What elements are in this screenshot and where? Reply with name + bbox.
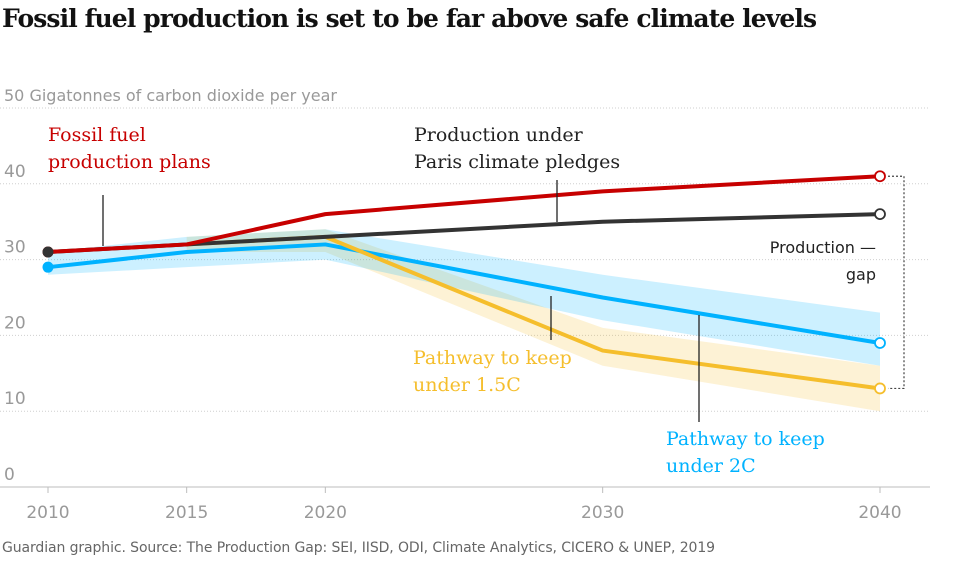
annotation-4-line-0: Production — xyxy=(770,238,876,257)
annotation-0-line-0: Fossil fuel xyxy=(48,124,146,146)
end-point-series-3 xyxy=(874,337,886,349)
x-tick-label-1: 2015 xyxy=(165,503,208,523)
x-tick-label-3: 2030 xyxy=(581,503,624,523)
x-tick-label-0: 2010 xyxy=(26,503,69,523)
line-series-0 xyxy=(46,174,882,255)
end-point-series-1 xyxy=(874,208,886,221)
line-series-3 xyxy=(46,242,882,345)
annotation-2-line-1: under 1.5C xyxy=(413,374,521,396)
annotation-4-line-1: gap xyxy=(846,265,876,284)
production-gap-bracket xyxy=(888,175,905,390)
y-tick-label-4: 40 xyxy=(4,162,26,182)
annotation-1-line-1: Paris climate pledges xyxy=(414,151,620,173)
end-point-series-2 xyxy=(874,382,886,395)
annotations: Fossil fuel production plans Production un… xyxy=(48,124,905,477)
y-tick-label-2: 20 xyxy=(4,313,26,333)
annotation-3-line-1: under 2C xyxy=(666,455,756,477)
y-tick-label-0: 0 xyxy=(4,465,15,485)
series-markers xyxy=(42,170,886,395)
chart-title: Fossil fuel production is set to be far … xyxy=(2,4,817,33)
x-tick-label-2: 2020 xyxy=(304,503,347,523)
series-lines xyxy=(46,174,882,391)
annotation-0-line-1: production plans xyxy=(48,151,211,173)
y-tick-label-5: 50 Gigatonnes of carbon dioxide per year xyxy=(4,86,337,105)
annotation-3-line-0: Pathway to keep xyxy=(666,428,825,450)
source-note: Guardian graphic. Source: The Production… xyxy=(2,540,715,556)
annotation-2-line-0: Pathway to keep xyxy=(413,347,572,369)
x-tick-label-4: 2040 xyxy=(858,503,901,523)
start-point-series-1 xyxy=(42,246,54,258)
band-series-3 xyxy=(48,229,880,366)
end-point-series-0 xyxy=(874,170,886,183)
annotation-1-line-0: Production under xyxy=(414,124,584,146)
start-point-series-3 xyxy=(42,261,54,273)
y-tick-label-1: 10 xyxy=(4,389,26,409)
y-tick-label-3: 30 xyxy=(4,238,26,258)
